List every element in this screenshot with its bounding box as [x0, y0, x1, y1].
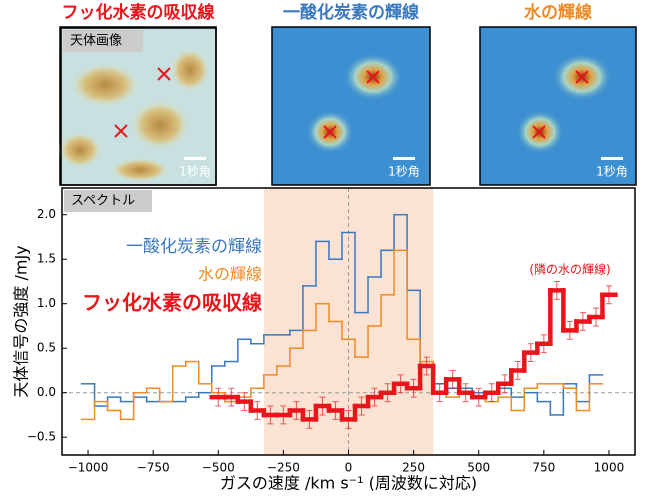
error-bar: [306, 410, 313, 429]
error-bar: [215, 387, 222, 407]
y-tick-label: 1.5: [37, 252, 56, 266]
legend-entry: 一酸化炭素の輝線: [126, 237, 262, 257]
x-axis-label: ガスの速度 /km s⁻¹ (周波数に対応): [220, 474, 477, 493]
error-bar: [241, 392, 248, 411]
label-box: [63, 30, 143, 52]
error-bar: [358, 396, 365, 416]
x-tick-label: −250: [267, 461, 300, 475]
image-frame: [271, 26, 431, 186]
image-panel: [271, 26, 431, 186]
panel-title: 一酸化炭素の輝線: [283, 2, 419, 23]
image-blob: [70, 63, 140, 107]
label-box: [64, 190, 152, 212]
position-marker: [114, 67, 589, 139]
error-bar: [397, 374, 404, 394]
error-bar: [384, 383, 391, 403]
x-tick-label: 0: [345, 461, 353, 475]
scale-bar: [184, 157, 206, 160]
x-tick-label: 500: [467, 461, 490, 475]
error-bar: [540, 334, 547, 354]
error-bar: [332, 401, 339, 420]
error-bar: [462, 383, 469, 403]
error-bar: [553, 280, 560, 300]
y-tick-label: 2.0: [37, 207, 56, 221]
annotation: (隣の水の輝線): [529, 262, 610, 277]
scale-label: 1秒角: [179, 165, 211, 179]
scale-label: 1秒角: [388, 165, 420, 179]
image-blob: [110, 158, 170, 182]
scale-bars: [184, 157, 623, 160]
error-bar: [371, 387, 378, 407]
error-bar: [527, 343, 534, 363]
error-bar: [579, 312, 586, 331]
error-bar: [436, 383, 443, 403]
scale-bar: [393, 157, 415, 160]
x-tick-label: −750: [137, 461, 170, 475]
image-frame: [60, 27, 217, 186]
x-tick-label: 1000: [594, 461, 625, 475]
image-panel: [58, 26, 217, 186]
image-blob: [170, 48, 210, 92]
image-blob: [130, 100, 190, 150]
scale-bar: [601, 157, 623, 160]
image-frame: [479, 26, 637, 186]
x-tick-label: 250: [402, 461, 425, 475]
error-bar: [449, 369, 456, 389]
error-bar: [293, 401, 300, 420]
image-label: 天体画像: [70, 34, 122, 49]
y-tick-label: 1.0: [37, 296, 56, 310]
error-bar: [514, 361, 521, 380]
y-axis-label: 天体信号の強度 /mJy: [12, 245, 31, 397]
error-bar: [501, 374, 508, 394]
error-bar: [254, 401, 261, 420]
error-bar: [488, 383, 495, 403]
x-tick-label: −1000: [68, 461, 109, 475]
x-tick-label: −500: [202, 461, 235, 475]
scale-label: 1秒角: [596, 165, 628, 179]
markers: [114, 67, 589, 139]
image-panel: [479, 26, 637, 186]
error-bar: [423, 356, 430, 376]
legend-entry: フッ化水素の吸収線: [82, 291, 262, 315]
y-tick-label: 0.5: [37, 341, 56, 355]
error-bar: [605, 285, 612, 305]
error-bar: [475, 387, 482, 407]
error-bar: [319, 396, 326, 416]
error-bar: [592, 307, 599, 327]
error-bar: [345, 410, 352, 429]
y-tick-label: −0.5: [27, 430, 56, 444]
panel-title: 水の輝線: [524, 2, 592, 23]
error-bar: [228, 387, 235, 407]
error-bar: [566, 321, 573, 340]
image-blob: [58, 132, 102, 168]
error-bar: [280, 405, 287, 425]
legend-entry: 水の輝線: [198, 265, 262, 284]
x-tick-label: 750: [532, 461, 555, 475]
error-bar: [410, 378, 417, 398]
panel-label: スペクトル: [71, 194, 135, 209]
error-bar: [267, 405, 274, 425]
y-tick-label: 0.0: [37, 385, 56, 399]
panel-title: フッ化水素の吸収線: [62, 2, 215, 23]
